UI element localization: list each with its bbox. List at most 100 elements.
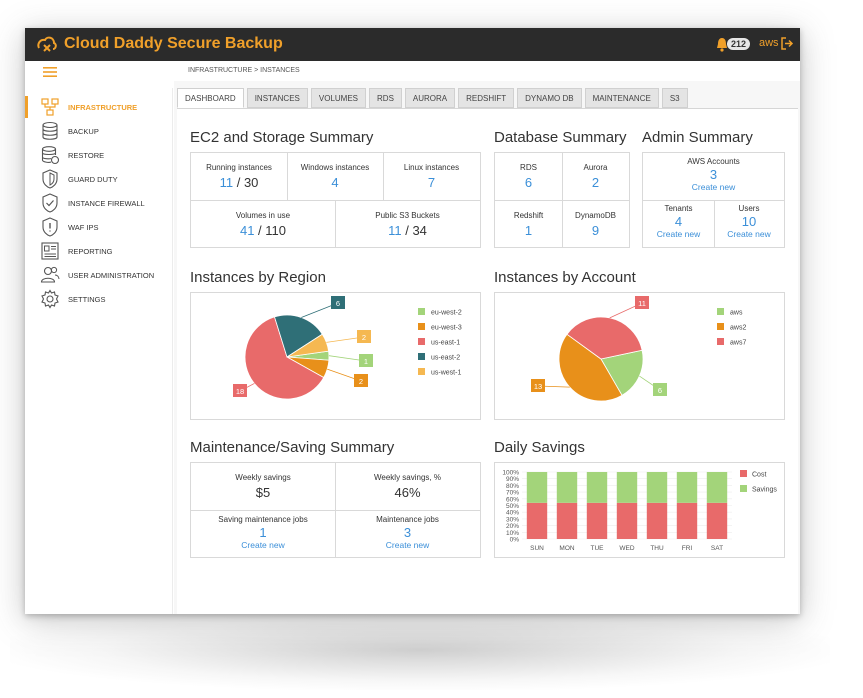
sidebar-item-guard-duty[interactable]: GUARD DUTY xyxy=(25,168,173,190)
tab-rds[interactable]: RDS xyxy=(369,88,402,108)
tab-instances[interactable]: INSTANCES xyxy=(246,88,308,108)
bar-savings-fri[interactable] xyxy=(676,472,698,503)
account-chart-box: 6 13 11 aws aws2 aws7 xyxy=(494,292,785,420)
pie-data-label-box xyxy=(357,330,371,343)
public-buckets-value[interactable]: 11 xyxy=(388,223,402,238)
sidebar-item-waf-ips[interactable]: WAF IPS xyxy=(25,216,173,238)
bar-savings-tue[interactable] xyxy=(586,472,608,503)
network-icon xyxy=(41,98,59,116)
tab-s3[interactable]: S3 xyxy=(661,88,688,108)
buckets-total: 34 xyxy=(412,223,427,238)
y-tick-label: 70% xyxy=(506,490,519,497)
sidebar-item-infrastructure[interactable]: INFRASTRUCTURE xyxy=(25,96,173,118)
logout-icon[interactable] xyxy=(780,36,794,51)
legend-swatch xyxy=(717,308,724,315)
bar-cost-tue[interactable] xyxy=(586,502,608,539)
pie-slice-us-east-1[interactable] xyxy=(244,316,325,400)
bar-savings-mon[interactable] xyxy=(556,472,578,503)
redshift-value[interactable]: 1 xyxy=(524,223,533,238)
create-tenant-link[interactable]: Create new xyxy=(656,229,701,239)
bar-savings-sat[interactable] xyxy=(706,472,728,503)
pie-data-label: 1 xyxy=(364,357,368,366)
legend-swatch xyxy=(418,323,425,330)
legend-swatch xyxy=(740,470,747,477)
rds-stat: RDS 6 xyxy=(495,163,562,190)
pie-data-label-box xyxy=(531,379,545,392)
pie-slice-us-east-2[interactable] xyxy=(274,314,323,358)
volumes-in-use-value[interactable]: 41 xyxy=(239,223,255,238)
aws-accounts-value[interactable]: 3 xyxy=(709,167,718,182)
dynamodb-stat: DynamoDB 9 xyxy=(562,211,629,238)
sidebar-item-settings[interactable]: SETTINGS xyxy=(25,288,173,310)
sidebar-item-restore[interactable]: RESTORE xyxy=(25,144,173,166)
pie-slice-aws[interactable] xyxy=(600,349,644,396)
tab-dynamo-db[interactable]: DYNAMO DB xyxy=(517,88,582,108)
shield-alert-icon xyxy=(42,217,58,237)
legend-label: us-east-2 xyxy=(431,355,460,362)
database-icon xyxy=(42,121,58,140)
pie-data-label-box xyxy=(653,383,667,396)
breadcrumb: INFRASTRUCTURE > INSTANCES xyxy=(188,67,300,74)
pie-data-label-box xyxy=(331,296,345,309)
tab-aurora[interactable]: AURORA xyxy=(404,88,456,108)
weekly-savings-stat: Weekly savings $5 xyxy=(191,473,335,500)
account-pie-chart: 6 13 11 aws aws2 aws7 xyxy=(531,296,746,402)
saving-jobs-value[interactable]: 1 xyxy=(259,525,267,540)
bar-cost-mon[interactable] xyxy=(556,502,578,539)
bell-icon[interactable] xyxy=(715,37,729,52)
app-window: Cloud Daddy Secure Backup 212 aws INFRAS… xyxy=(25,28,800,614)
running-instances-stat: Running instances 11 / 30 xyxy=(206,163,272,190)
windows-instances-value[interactable]: 4 xyxy=(331,175,339,190)
user-name[interactable]: aws xyxy=(759,37,779,49)
admin-summary-title: Admin Summary xyxy=(642,129,753,146)
tenants-stat: Tenants 4 Create new xyxy=(643,204,714,239)
aws-accounts-stat: AWS Accounts 3 Create new xyxy=(643,157,784,192)
tab-maintenance[interactable]: MAINTENANCE xyxy=(584,88,659,108)
maintenance-jobs-value[interactable]: 3 xyxy=(403,525,412,540)
sidebar-item-label: RESTORE xyxy=(68,150,105,160)
create-account-link[interactable]: Create new xyxy=(691,182,736,192)
pie-slice-us-west-1[interactable] xyxy=(286,333,330,358)
legend-swatch xyxy=(740,485,747,492)
bar-cost-thu[interactable] xyxy=(646,502,668,539)
tab-redshift[interactable]: REDSHIFT xyxy=(458,88,515,108)
sidebar-item-reporting[interactable]: REPORTING xyxy=(25,240,173,262)
sidebar-item-label: SETTINGS xyxy=(68,294,106,304)
bar-cost-wed[interactable] xyxy=(616,502,638,539)
create-saving-job-link[interactable]: Create new xyxy=(241,540,285,550)
y-tick-label: 60% xyxy=(506,496,519,503)
redshift-stat: Redshift 1 xyxy=(495,211,562,238)
y-tick-label: 10% xyxy=(506,530,519,537)
weekly-savings-value: $5 xyxy=(255,485,271,500)
tab-volumes[interactable]: VOLUMES xyxy=(310,88,367,108)
daily-savings-box: 0% 10% 20% 30% 40% 50% 60% 70% 80% 90% 100% SUN MON T… xyxy=(494,462,785,558)
users-value[interactable]: 10 xyxy=(741,214,757,229)
dynamodb-value[interactable]: 9 xyxy=(591,223,600,238)
menu-icon[interactable] xyxy=(43,66,57,78)
legend-label: aws7 xyxy=(730,340,746,347)
database-summary-title: Database Summary xyxy=(494,129,627,146)
tenants-value[interactable]: 4 xyxy=(674,214,683,229)
bar-savings-wed[interactable] xyxy=(616,472,638,503)
legend-swatch xyxy=(418,308,425,315)
linux-instances-value[interactable]: 7 xyxy=(427,175,436,190)
bar-cost-fri[interactable] xyxy=(676,502,698,539)
bar-cost-sun[interactable] xyxy=(526,502,548,539)
sidebar-item-backup[interactable]: BACKUP xyxy=(25,120,173,142)
bar-savings-thu[interactable] xyxy=(646,472,668,503)
rds-value[interactable]: 6 xyxy=(524,175,533,190)
y-tick-label: 90% xyxy=(506,476,519,483)
aurora-value[interactable]: 2 xyxy=(591,175,600,190)
sidebar-item-user-administration[interactable]: USER ADMINISTRATION xyxy=(25,264,173,286)
tab-dashboard[interactable]: DASHBOARD xyxy=(177,88,244,108)
bar-cost-sat[interactable] xyxy=(706,502,728,539)
bar-savings-sun[interactable] xyxy=(526,472,548,503)
create-maintenance-job-link[interactable]: Create new xyxy=(385,540,430,550)
pie-slice-aws7[interactable] xyxy=(566,316,643,360)
pie-slice-aws2[interactable] xyxy=(558,333,623,402)
linux-instances-stat: Linux instances 7 xyxy=(383,163,480,190)
daily-savings-chart: 0%10%20%30%40%50%60%70%80%90%100% SUN MON T… xyxy=(502,470,777,553)
sidebar-item-instance-firewall[interactable]: INSTANCE FIREWALL xyxy=(25,192,173,214)
running-instances-value[interactable]: 11 xyxy=(219,175,234,190)
create-user-link[interactable]: Create new xyxy=(727,229,771,239)
